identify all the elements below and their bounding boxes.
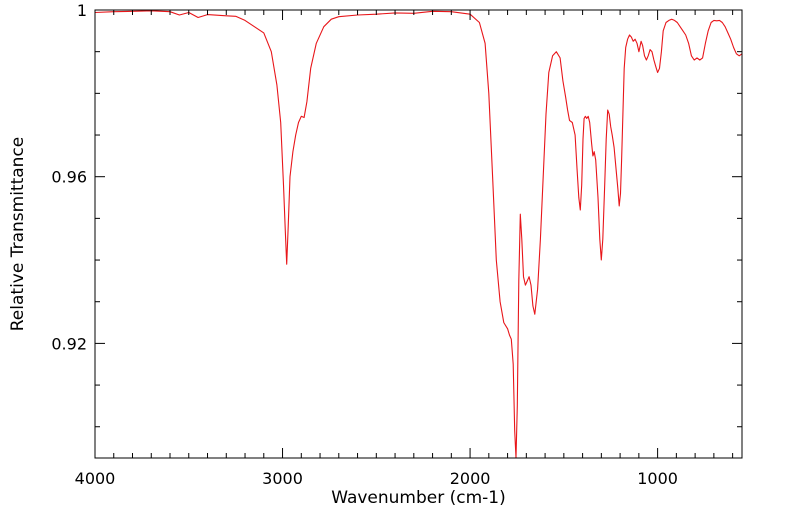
x-tick-labels: 4000 3000 2000 1000	[75, 469, 678, 488]
y-axis-label: Relative Transmittance	[8, 137, 28, 332]
x-tick-label: 2000	[450, 469, 491, 488]
plot-frame	[94, 9, 743, 459]
y-tick-label: 0.92	[51, 334, 87, 353]
axis-ticks	[94, 9, 742, 458]
y-tick-labels: 0.92 0.96 1	[51, 1, 87, 353]
y-tick-label: 0.96	[51, 168, 87, 187]
plot-area	[95, 10, 742, 458]
series-line-0	[95, 10, 742, 458]
x-tick-label: 1000	[637, 469, 678, 488]
x-tick-label: 4000	[75, 469, 116, 488]
x-axis-label: Wavenumber (cm-1)	[331, 488, 506, 508]
x-tick-label: 3000	[262, 469, 303, 488]
y-tick-label: 1	[77, 1, 87, 20]
